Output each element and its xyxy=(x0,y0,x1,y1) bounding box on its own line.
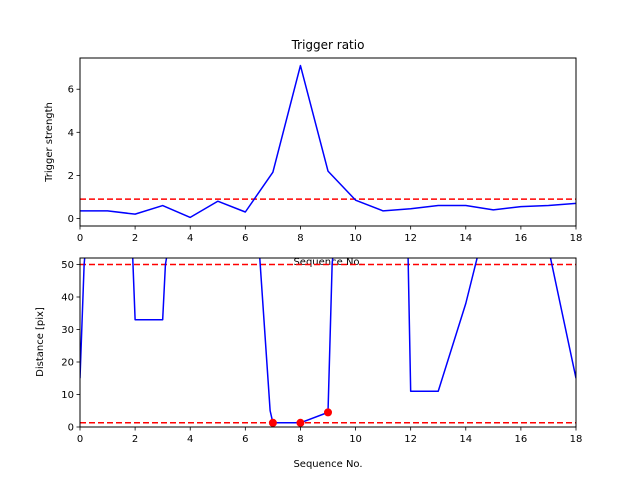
x-axis-label: Sequence No. xyxy=(293,257,362,268)
y-tick-label: 4 xyxy=(68,128,74,139)
distance-panel: Distance [pix] Sequence No. 0 2 4 6 8 10 12 14 1… xyxy=(35,257,583,470)
x-tick-label: 10 xyxy=(349,434,362,445)
x-tick-label: 6 xyxy=(242,233,248,244)
x-tick-label: 12 xyxy=(404,434,417,445)
x-tick-label: 0 xyxy=(77,434,83,445)
y-axis-ticks: 0 2 4 6 xyxy=(68,85,80,225)
x-tick-label: 18 xyxy=(570,233,583,244)
y-tick-label: 6 xyxy=(68,85,74,96)
trigger-ratio-panel: Trigger ratio Trigger strength Sequence … xyxy=(44,38,582,268)
x-axis-label: Sequence No. xyxy=(293,459,362,470)
y-tick-label: 2 xyxy=(68,171,74,182)
y-axis-label: Trigger strength xyxy=(44,102,55,183)
x-tick-label: 16 xyxy=(515,233,528,244)
x-axis-ticks: 0 2 4 6 8 10 12 14 16 18 xyxy=(77,226,583,244)
plot-clip xyxy=(80,64,576,219)
y-tick-label: 20 xyxy=(61,358,74,369)
highlight-point xyxy=(324,408,332,417)
y-axis-ticks: 0 10 20 30 40 50 xyxy=(61,260,80,434)
y-tick-label: 0 xyxy=(68,214,74,225)
x-tick-label: 0 xyxy=(77,233,83,244)
x-tick-label: 14 xyxy=(459,233,472,244)
x-tick-label: 8 xyxy=(297,434,303,445)
x-tick-label: 6 xyxy=(242,434,248,445)
y-tick-label: 40 xyxy=(61,293,74,304)
x-tick-label: 2 xyxy=(132,233,138,244)
series-line xyxy=(80,64,576,219)
y-tick-label: 10 xyxy=(61,390,74,401)
x-tick-label: 4 xyxy=(187,233,193,244)
x-tick-label: 8 xyxy=(297,233,303,244)
plot-area xyxy=(80,258,576,427)
y-tick-label: 50 xyxy=(61,260,74,271)
plot-area xyxy=(80,64,576,219)
x-axis-ticks: 0 2 4 6 8 10 12 14 16 18 xyxy=(77,427,583,445)
x-tick-label: 10 xyxy=(349,233,362,244)
highlight-point xyxy=(268,418,277,427)
y-axis-label: Distance [pix] xyxy=(35,307,46,377)
x-tick-label: 12 xyxy=(404,233,417,244)
chart-title: Trigger ratio xyxy=(291,38,365,52)
y-tick-label: 30 xyxy=(61,325,74,336)
x-tick-label: 14 xyxy=(459,434,472,445)
x-tick-label: 18 xyxy=(570,434,583,445)
axes-frame xyxy=(79,257,577,428)
y-tick-label: 0 xyxy=(68,423,74,434)
highlight-point xyxy=(296,418,305,427)
x-tick-label: 16 xyxy=(515,434,528,445)
x-tick-label: 2 xyxy=(132,434,138,445)
axes-frame xyxy=(79,57,577,227)
x-tick-label: 4 xyxy=(187,434,193,445)
